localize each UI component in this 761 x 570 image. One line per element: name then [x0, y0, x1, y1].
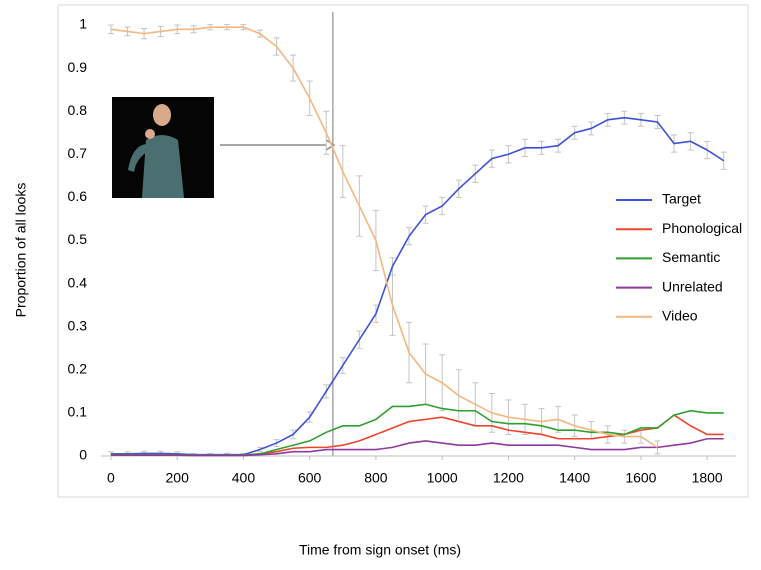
y-tick-label: 0.4	[68, 274, 88, 290]
chart-border	[57, 4, 749, 498]
y-tick-label: 1	[79, 16, 87, 32]
x-tick-label: 1000	[427, 470, 458, 486]
series-line	[110, 26, 658, 449]
error-bar	[107, 24, 114, 35]
x-tick-label: 200	[166, 470, 190, 486]
legend-label: Semantic	[662, 249, 720, 265]
legend-label: Unrelated	[662, 278, 723, 294]
y-tick-label: 0.6	[68, 188, 88, 204]
y-axis-label: Proportion of all looks	[13, 183, 29, 318]
y-tick-label: 0.8	[68, 102, 88, 118]
legend-label: Phonological	[662, 220, 742, 236]
x-axis-label: Time from sign onset (ms)	[299, 542, 461, 558]
series-line	[110, 403, 724, 456]
x-tick-label: 400	[232, 470, 256, 486]
x-tick-label: 1600	[625, 470, 656, 486]
arrow-head	[325, 139, 336, 151]
y-tick-label: 0.2	[68, 361, 88, 377]
signer-thumbnail	[112, 97, 214, 198]
y-tick-label: 0.1	[68, 404, 88, 420]
legend-label: Target	[662, 191, 701, 207]
y-tick-label: 0.3	[68, 317, 88, 333]
x-tick-label: 800	[364, 470, 388, 486]
series-line	[110, 437, 724, 457]
x-tick-label: 1400	[559, 470, 590, 486]
y-tick-label: 0	[79, 447, 87, 463]
y-tick-label: 0.7	[68, 145, 88, 161]
error-bar	[107, 451, 114, 457]
x-tick-label: 1200	[493, 470, 524, 486]
legend-label: Video	[662, 308, 698, 324]
x-tick-label: 600	[298, 470, 322, 486]
x-tick-label: 0	[107, 470, 115, 486]
y-tick-label: 0.5	[68, 231, 88, 247]
y-tick-label: 0.9	[68, 59, 88, 75]
x-tick-label: 1800	[692, 470, 723, 486]
